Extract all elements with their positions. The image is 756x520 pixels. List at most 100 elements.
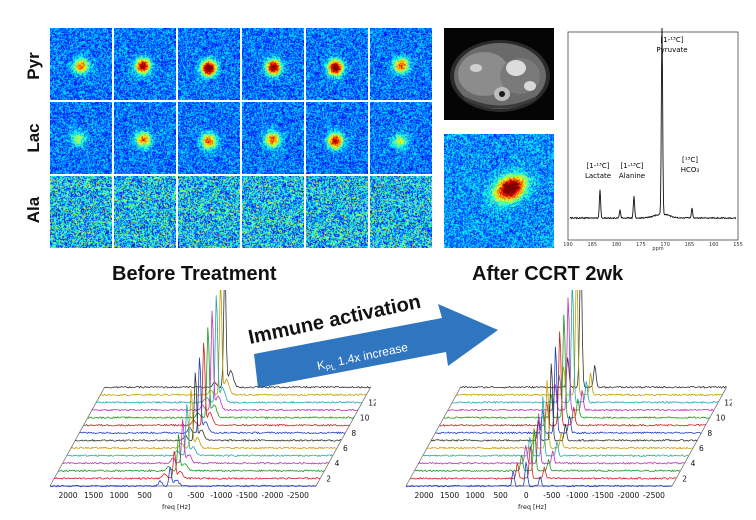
waterfall-trace-14 <box>460 290 727 389</box>
waterfall-trace-7 <box>430 363 698 442</box>
image-cell-lac-4 <box>242 102 304 174</box>
image-cell-ala-1 <box>50 176 112 248</box>
waterfall-trace-8 <box>79 357 346 435</box>
image-cell-lac-3 <box>178 102 240 174</box>
waterfall-trace-11 <box>447 297 715 412</box>
waterfall-trace-3 <box>58 434 325 473</box>
waterfall-x-label: freq [Hz] <box>162 503 190 511</box>
c13-spectrum-plot: 190 185 180 175 170 165 160 155 [1-¹³C] Lactate… <box>563 28 743 252</box>
image-cell-lac-5 <box>306 102 368 174</box>
waterfall-trace-2 <box>54 451 321 480</box>
waterfall-x-tick: -1000 <box>566 491 588 500</box>
waterfall-after: 2000 1500 1000 500 0 -500 -1000 -1500 -2000 -2500… <box>405 290 732 511</box>
waterfall-trace-4 <box>418 413 685 465</box>
image-cell-pyr-2 <box>114 28 176 100</box>
image-cell-lac-2 <box>114 102 176 174</box>
zoomed-pyruvate-image <box>444 134 554 248</box>
metabolite-image-grid <box>50 28 434 250</box>
peak-label-pyruvate: [1-¹³C] Pyruvate <box>656 36 687 54</box>
image-cell-pyr-4 <box>242 28 304 100</box>
spectrum-x-tick: 170 <box>660 242 670 248</box>
waterfall-x-tick: 1500 <box>84 491 103 500</box>
waterfall-x-tick: -500 <box>543 491 560 500</box>
spectrum-x-tick: 190 <box>563 242 573 248</box>
image-cell-pyr-5 <box>306 28 368 100</box>
waterfall-x-tick: 1000 <box>466 491 485 500</box>
waterfall-trace-9 <box>83 342 350 427</box>
image-cell-ala-3 <box>178 176 240 248</box>
waterfall-trace-13 <box>456 290 723 397</box>
waterfall-trace-9 <box>439 331 706 427</box>
spectrum-x-tick: 155 <box>733 242 743 248</box>
spectrum-x-unit: ppm <box>652 246 663 252</box>
immune-activation-arrow: Immune activation KPL 1.4x increase <box>246 296 498 388</box>
image-cell-lac-1 <box>50 102 112 174</box>
spectrum-x-tick: 165 <box>685 242 695 248</box>
waterfall-trace-6 <box>70 389 338 450</box>
waterfall-x-tick: -1500 <box>236 491 258 500</box>
waterfall-x-tick: 0 <box>168 491 173 500</box>
waterfall-depth-tick: 6 <box>343 444 348 453</box>
waterfall-depth-tick: 2 <box>326 474 331 483</box>
mri-anatomy-image <box>444 28 554 120</box>
waterfall-trace-1 <box>405 461 673 488</box>
spectrum-x-tick: 180 <box>612 242 622 248</box>
row-label-lac: Lac <box>24 123 43 153</box>
waterfall-trace-8 <box>435 346 702 435</box>
image-cell-lac-6 <box>370 102 432 174</box>
waterfall-trace-11 <box>91 310 359 412</box>
after-treatment-title: After CCRT 2wk <box>472 263 624 285</box>
waterfall-depth-tick: 6 <box>699 444 704 453</box>
waterfall-trace-12 <box>96 295 363 404</box>
image-cell-pyr-1 <box>50 28 112 100</box>
svg-text:[¹³C]: [¹³C] <box>682 156 698 164</box>
waterfall-trace-2 <box>410 445 677 480</box>
svg-text:Lactate: Lactate <box>585 172 611 180</box>
waterfall-x-tick: -500 <box>187 491 204 500</box>
svg-text:HCO₃: HCO₃ <box>681 166 700 174</box>
waterfall-depth-tick: 10 <box>360 414 370 423</box>
waterfall-x-tick: 2000 <box>58 491 77 500</box>
waterfall-trace-14 <box>104 290 371 389</box>
waterfall-x-tick: -2000 <box>262 491 284 500</box>
before-treatment-title: Before Treatment <box>112 263 277 285</box>
waterfall-depth-tick: 12 <box>724 398 732 407</box>
waterfall-trace-5 <box>66 403 334 458</box>
svg-text:[1-¹³C]: [1-¹³C] <box>661 36 684 44</box>
waterfall-before: 2000 1500 1000 500 0 -500 -1000 -1500 -2000 -2500… <box>49 290 376 511</box>
waterfall-x-tick: 0 <box>524 491 529 500</box>
image-cell-ala-6 <box>370 176 432 248</box>
waterfall-x-tick: 2000 <box>414 491 433 500</box>
waterfall-trace-10 <box>87 327 355 420</box>
spectrum-x-tick: 160 <box>709 242 719 248</box>
waterfall-x-tick: 500 <box>494 491 509 500</box>
waterfall-x-tick: -1500 <box>592 491 614 500</box>
waterfall-depth-tick: 4 <box>335 459 340 468</box>
waterfall-trace-7 <box>75 372 342 442</box>
svg-text:[1-¹³C]: [1-¹³C] <box>587 162 610 170</box>
image-cell-pyr-6 <box>370 28 432 100</box>
waterfall-x-tick: 1000 <box>110 491 129 500</box>
image-cell-pyr-3 <box>178 28 240 100</box>
svg-text:Alanine: Alanine <box>619 172 645 180</box>
peak-label-lactate: [1-¹³C] Lactate <box>585 162 611 180</box>
peak-label-alanine: [1-¹³C] Alanine <box>619 162 645 180</box>
spectrum-x-tick: 175 <box>636 242 646 248</box>
waterfall-x-tick: -2500 <box>287 491 309 500</box>
waterfall-x-tick: -1000 <box>210 491 232 500</box>
waterfall-x-tick: 1500 <box>440 491 459 500</box>
waterfall-trace-4 <box>62 419 329 465</box>
svg-text:[1-¹³C]: [1-¹³C] <box>621 162 644 170</box>
waterfall-x-label: freq [Hz] <box>518 503 546 511</box>
waterfall-depth-tick: 8 <box>351 429 356 438</box>
waterfall-x-tick: -2500 <box>643 491 665 500</box>
waterfall-trace-6 <box>426 379 694 450</box>
waterfall-trace-12 <box>452 290 719 404</box>
waterfall-depth-tick: 8 <box>707 429 712 438</box>
waterfall-depth-tick: 12 <box>368 398 376 407</box>
row-label-pyr: Pyr <box>24 52 43 80</box>
waterfall-trace-10 <box>443 314 711 419</box>
waterfall-depth-tick: 10 <box>716 414 726 423</box>
waterfall-trace-1 <box>49 466 317 488</box>
waterfall-depth-tick: 4 <box>691 459 696 468</box>
